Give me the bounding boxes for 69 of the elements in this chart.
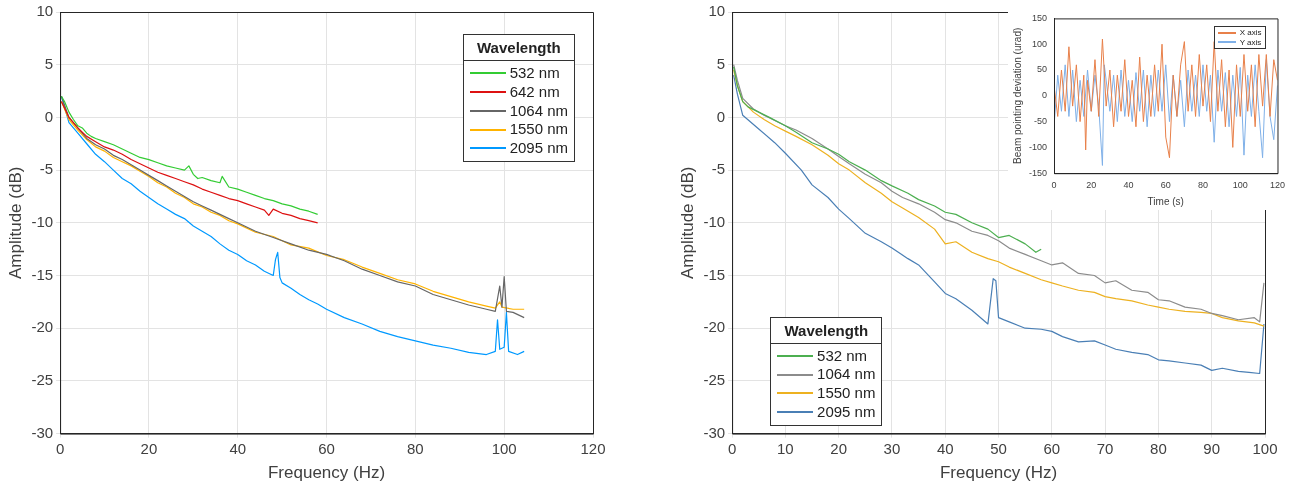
x-tick-label: 20 <box>140 439 158 457</box>
x-tick-label: 60 <box>1160 180 1171 191</box>
legend-label: 1064 nm <box>817 365 876 385</box>
legend-title: Wavelength <box>463 35 574 61</box>
y-tick-label: 5 <box>44 54 54 72</box>
x-tick-label: 0 <box>1051 180 1057 191</box>
y-tick-label: -20 <box>703 318 726 336</box>
x-tick-label: 80 <box>1197 180 1209 191</box>
x-tick-label: 90 <box>1203 439 1221 457</box>
x-tick-label: 40 <box>936 439 954 457</box>
legend-label: 1064 nm <box>509 101 568 121</box>
y-tick-label: 10 <box>36 2 54 20</box>
x-tick-label: 80 <box>1150 439 1167 457</box>
y-tick-label: 50 <box>1037 64 1048 75</box>
y-tick-label: -25 <box>31 371 54 389</box>
x-tick-label: 100 <box>491 439 517 457</box>
x-tick-label: 10 <box>777 439 794 457</box>
y-axis-title: Amplitude (dB) <box>677 166 697 280</box>
y-tick-label: 0 <box>716 107 726 125</box>
legend-label: 532 nm <box>817 346 868 366</box>
legend-label: 1550 nm <box>509 120 568 139</box>
y-tick-label: -10 <box>31 212 54 230</box>
x-tick-label: 40 <box>229 439 247 457</box>
x-axis-title: Frequency (Hz) <box>939 463 1058 483</box>
x-tick-label: 50 <box>990 439 1007 457</box>
legend-label: 2095 nm <box>817 402 876 422</box>
y-tick-label: -5 <box>711 160 726 178</box>
x-tick-label: 0 <box>55 439 65 457</box>
x-axis-title: Frequency (Hz) <box>267 463 386 483</box>
legend-label: 532 nm <box>509 64 560 83</box>
legend-label: 642 nm <box>509 82 560 102</box>
x-tick-label: 70 <box>1096 439 1114 457</box>
x-tick-label: 60 <box>318 439 335 457</box>
y-tick-label: -150 <box>1029 167 1048 178</box>
x-tick-label: 20 <box>830 439 848 457</box>
y-tick-label: -15 <box>31 265 54 283</box>
y-tick-label: 100 <box>1031 38 1048 49</box>
y-tick-label: -50 <box>1034 116 1048 127</box>
x-axis-title: Time (s) <box>1147 195 1184 207</box>
x-tick-label: 30 <box>883 439 901 457</box>
x-tick-label: 100 <box>1252 439 1278 457</box>
y-tick-label: -25 <box>703 371 726 389</box>
legend-label: 2095 nm <box>509 139 568 158</box>
legend-title: Wavelength <box>771 317 882 344</box>
y-tick-label: 0 <box>44 107 54 125</box>
y-tick-label: 10 <box>708 2 726 20</box>
y-tick-label: -100 <box>1029 141 1048 152</box>
legend-label: 1550 nm <box>817 384 876 403</box>
x-tick-label: 40 <box>1123 180 1134 191</box>
y-tick-label: -30 <box>703 423 726 441</box>
y-tick-label: -5 <box>39 160 54 178</box>
x-tick-label: 80 <box>407 439 424 457</box>
x-tick-label: 0 <box>727 439 737 457</box>
legend-label: Y axis <box>1239 37 1262 47</box>
y-tick-label: 5 <box>716 54 726 72</box>
x-tick-label: 100 <box>1232 180 1248 191</box>
y-tick-label: -20 <box>31 318 54 336</box>
y-tick-label: 0 <box>1042 90 1048 101</box>
y-tick-label: -30 <box>31 423 54 441</box>
y-axis-title: Amplitude (dB) <box>5 166 25 280</box>
x-tick-label: 20 <box>1086 180 1097 191</box>
y-tick-label: -10 <box>703 212 726 230</box>
x-tick-label: 120 <box>1269 180 1286 191</box>
y-tick-label: -15 <box>703 265 726 283</box>
legend-label: X axis <box>1239 28 1262 38</box>
y-tick-label: 150 <box>1031 12 1048 23</box>
y-axis-title: Beam pointing deviation (urad) <box>1011 27 1023 164</box>
x-tick-label: 60 <box>1043 439 1061 457</box>
x-tick-label: 120 <box>580 439 606 457</box>
